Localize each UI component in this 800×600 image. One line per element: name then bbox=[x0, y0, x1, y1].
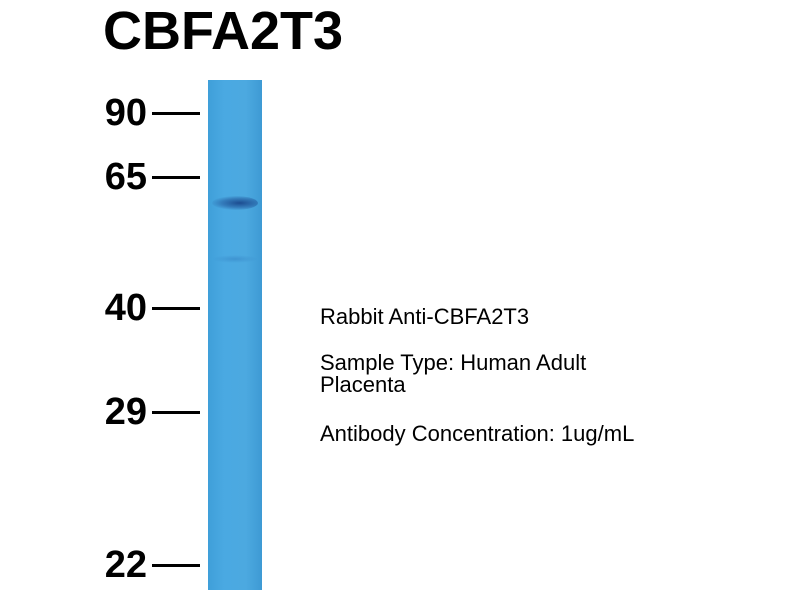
sample-type-line1: Sample Type: Human Adult bbox=[320, 350, 587, 375]
marker-label: 90 bbox=[104, 92, 147, 134]
marker-40: 40 bbox=[0, 288, 205, 328]
marker-29: 29 bbox=[0, 392, 205, 432]
antibody-label: Rabbit Anti-CBFA2T3 bbox=[320, 304, 530, 329]
marker-tick bbox=[152, 112, 200, 115]
antibody-concentration: Antibody Concentration: 1ug/mL bbox=[320, 421, 635, 446]
faint-band bbox=[212, 255, 258, 263]
marker-tick bbox=[152, 307, 200, 310]
blot-title: CBFA2T3 bbox=[103, 1, 344, 61]
marker-label: 65 bbox=[104, 156, 147, 198]
marker-tick bbox=[152, 564, 200, 567]
marker-22: 22 bbox=[0, 545, 205, 585]
marker-label: 22 bbox=[104, 544, 147, 586]
marker-90: 90 bbox=[0, 93, 205, 133]
marker-tick bbox=[152, 411, 200, 414]
protein-band bbox=[212, 196, 258, 210]
marker-65: 65 bbox=[0, 157, 205, 197]
marker-tick bbox=[152, 176, 200, 179]
sample-type-line2: Placenta bbox=[320, 372, 406, 397]
marker-label: 29 bbox=[104, 391, 147, 433]
blot-lane bbox=[208, 80, 262, 590]
marker-label: 40 bbox=[104, 287, 147, 329]
